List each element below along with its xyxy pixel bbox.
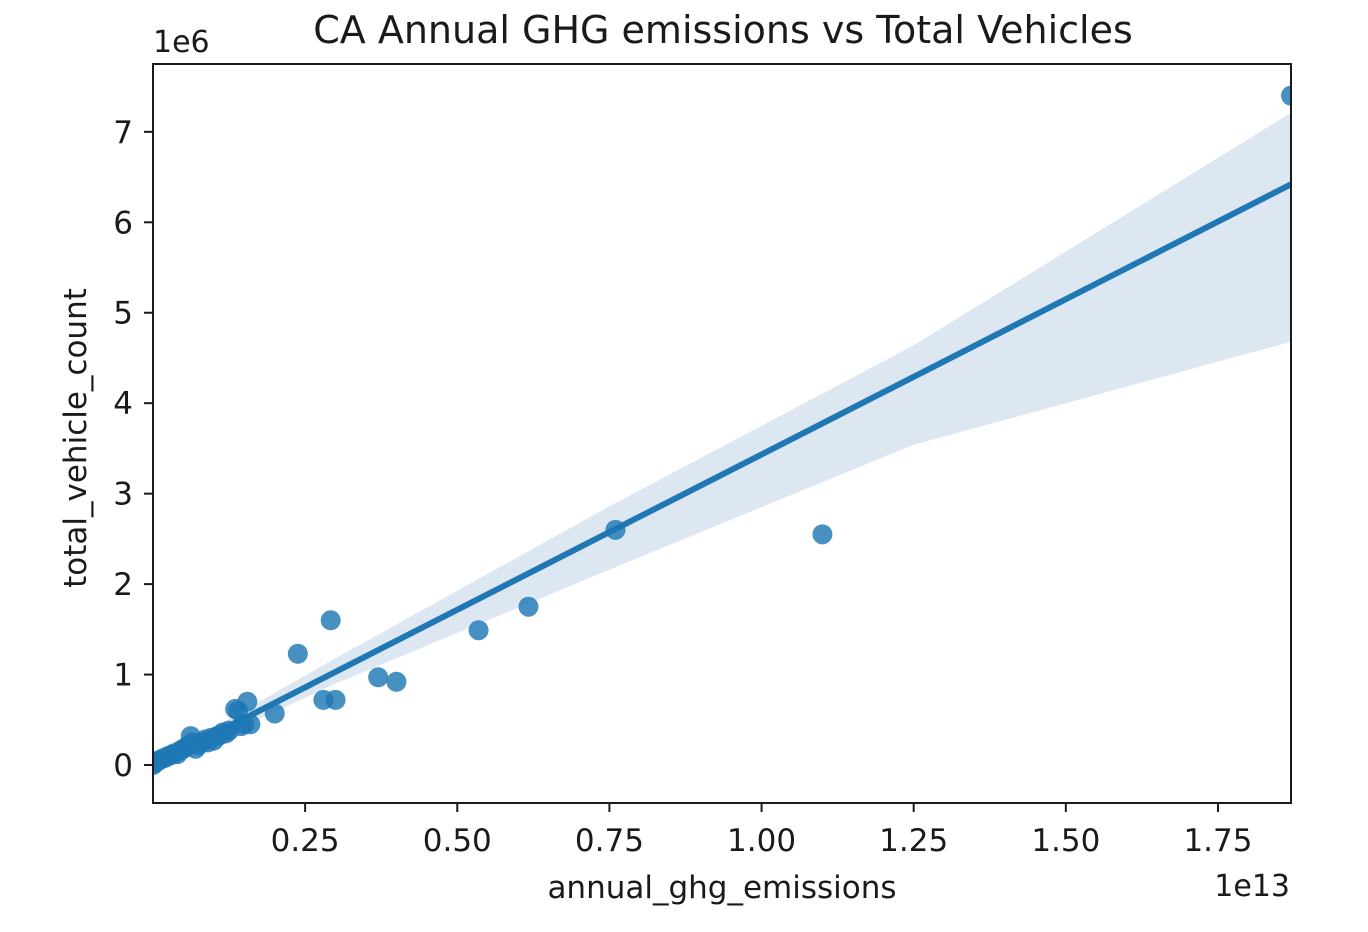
scatter-point xyxy=(325,689,346,710)
plot-area xyxy=(153,85,1291,776)
x-tick-label: 0.25 xyxy=(271,823,340,859)
scatter-point xyxy=(180,726,201,747)
scatter-point xyxy=(518,596,539,617)
y-axis-offset-label: 1e6 xyxy=(153,25,210,60)
scatter-point xyxy=(287,643,308,664)
x-axis-offset-label: 1e13 xyxy=(1214,869,1290,904)
y-tick-label: 1 xyxy=(113,658,133,694)
scatter-point xyxy=(1281,85,1291,106)
x-tick-label: 0.50 xyxy=(423,823,492,859)
y-tick-label: 6 xyxy=(113,205,133,241)
y-tick-label: 2 xyxy=(113,567,133,603)
scatter-point xyxy=(386,671,407,692)
scatter-point xyxy=(468,620,489,641)
x-tick-label: 1.25 xyxy=(879,823,948,859)
y-tick-label: 3 xyxy=(113,477,133,513)
y-tick-label: 7 xyxy=(113,115,133,151)
plot-frame xyxy=(152,63,1292,804)
scatter-point xyxy=(368,667,389,688)
y-axis-label: total_vehicle_count xyxy=(58,288,94,588)
scatter-point xyxy=(240,714,261,735)
scatter-point xyxy=(812,524,833,545)
scatter-point xyxy=(605,519,626,540)
y-tick-label: 5 xyxy=(113,296,133,332)
confidence-band xyxy=(153,112,1291,768)
x-tick-label: 1.00 xyxy=(727,823,796,859)
scatter-point xyxy=(264,703,285,724)
x-tick-label: 0.75 xyxy=(575,823,644,859)
scatter-point xyxy=(320,610,341,631)
scatter-point xyxy=(237,691,258,712)
x-axis-label: annual_ghg_emissions xyxy=(547,870,896,906)
chart-title: CA Annual GHG emissions vs Total Vehicle… xyxy=(313,8,1133,52)
regression-line xyxy=(153,181,1291,768)
axis-ticks: 0.25 0.50 0.75 1.00 1.25 1.50 1.75 0 1 2 3 4 5 6 7 xyxy=(113,115,1252,859)
y-tick-label: 4 xyxy=(113,386,133,422)
plot-clipped-group xyxy=(153,85,1291,776)
x-tick-label: 1.50 xyxy=(1031,823,1100,859)
y-tick-label: 0 xyxy=(113,748,133,784)
x-tick-label: 1.75 xyxy=(1183,823,1252,859)
